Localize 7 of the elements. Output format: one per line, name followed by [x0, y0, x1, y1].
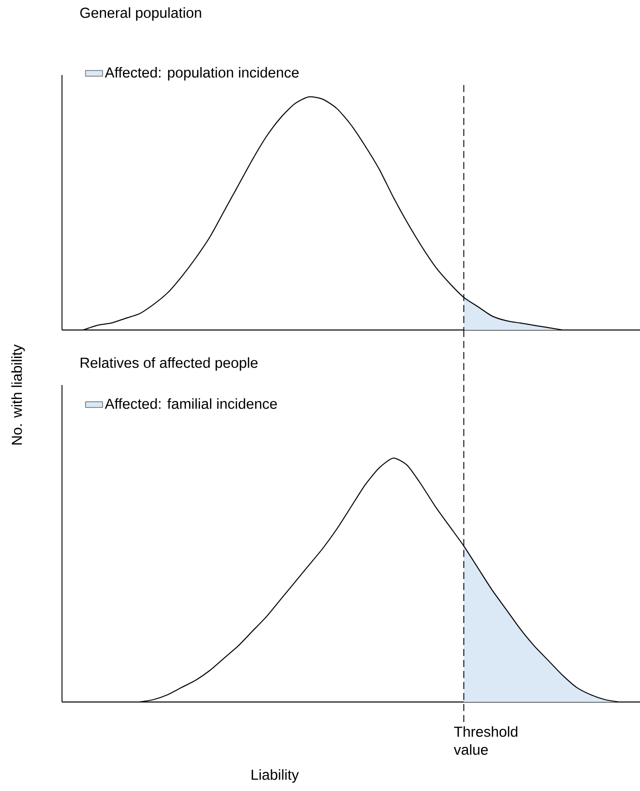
chart-title: General population — [80, 7, 201, 21]
text: Threshold value — [454, 726, 518, 755]
chart-title: Relatives of affected people — [80, 357, 258, 371]
legend-label: Affected: familial incidence — [104, 398, 277, 409]
legend-label: Affected: population incidence — [104, 66, 298, 81]
y-axis-title: No. with liability — [11, 344, 25, 444]
x-axis-title: Liability — [251, 769, 299, 783]
